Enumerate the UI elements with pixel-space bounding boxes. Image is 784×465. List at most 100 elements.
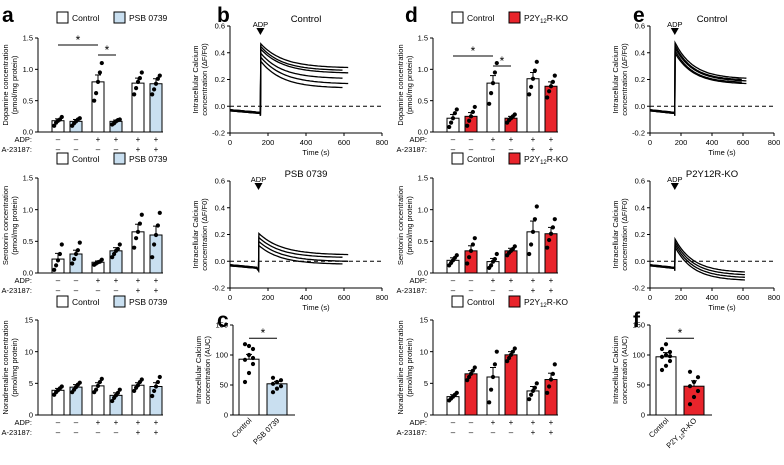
a-serotonin-bar [149,234,163,274]
d-top-legend-ko-sub: 12 [540,19,547,25]
d-noradrenaline-bar [486,376,500,416]
b-control-y-tick-label: 0.0 [215,102,225,111]
d-mid-legend-ko-prefix: P2Y [524,154,540,164]
b-control-x-tick-label: 600 [338,138,351,147]
d-dopamine-point [492,70,497,75]
d-top-legend-control: Control [467,13,495,23]
f-auc-category-label: P2Y12R-KO [664,416,700,452]
d-serotonin-point [467,255,472,260]
f-auc-point [687,402,693,407]
b-control-ylabel-line: Intracellular Calcium [191,46,200,114]
e-control-adp-arrow [670,28,679,35]
a-noradrenaline-a23187-sign: – [114,428,119,437]
b-psb-x-tick-label: 800 [376,293,389,302]
d-serotonin-point [547,237,552,243]
b-psb-y-tick-label: 0.4 [215,203,225,212]
a-noradrenaline-a23187-sign: – [96,428,101,437]
a-dopamine-adp-sign: – [74,135,79,144]
b-control-x-tick-label: 200 [262,138,275,147]
a-serotonin-point [137,221,142,226]
e-ko-y-tick-label: 0.4 [635,203,645,212]
a-dopamine-ylabel-line: Dopamine concentration [1,44,10,125]
c-auc-category-label: Control [230,416,254,440]
d-serotonin-point [489,263,494,268]
c-auc-point [246,370,252,376]
d-bot-legend-swatch-treated [508,295,521,308]
a-serotonin-point [55,258,61,263]
b-psb-trace [229,240,349,273]
a-dopamine-a23187-sign: – [56,145,61,154]
c-auc-ylabel-line: Intracellular Calcium [194,336,203,404]
b-control-xlabel: Time (s) [302,148,330,157]
a-dopamine-adp-sign: – [56,135,61,144]
a-dopamine-adp-label: ADP: [14,135,32,144]
e-ko-xlabel: Time (s) [708,303,736,312]
b-psb-adp-arrow [254,183,263,190]
d-dopamine-point [548,84,554,89]
d-noradrenaline-point [547,384,552,389]
a-serotonin-point [52,267,57,272]
a-bot-legend-swatch-treated [113,295,126,308]
a-dopamine-adp-sign: + [96,135,101,144]
d-noradrenaline-point [548,377,554,382]
d-dopamine-a23187-sign: – [509,145,514,154]
a-dopamine-point [52,123,57,128]
a-dopamine-point [92,98,97,103]
a-serotonin-point [152,242,157,247]
a-noradrenaline-point [139,377,144,382]
b-psb-adp-annotation: ADP [251,175,266,184]
a-dopamine-a23187-sign: – [96,145,101,154]
a-serotonin-adp-sign: + [136,276,141,285]
d-mid-legend-ko: P2Y12R-KO [524,154,568,166]
f-auc-category: P2Y12R-KO [664,416,700,452]
a-dopamine-point [157,73,162,78]
a-bot-legend-psb: PSB 0739 [129,297,168,307]
a-noradrenaline-point [155,379,160,385]
d-noradrenaline-point [494,349,499,354]
a-noradrenaline-y-tick-label: 15 [25,316,33,325]
b-control-trace [229,59,343,116]
b-psb-y-tick-label: 0.2 [215,230,225,239]
a-serotonin-point [132,245,137,250]
d-serotonin-adp-sign: + [491,276,496,285]
d-dopamine-a23187-label: A-23187: [397,145,427,154]
a-dopamine-point [134,86,139,91]
a-noradrenaline-y-tick-label: 10 [25,347,33,356]
c-auc-point [274,386,280,391]
d-dopamine-point [512,112,517,117]
a-noradrenaline-point [77,380,82,385]
a-dopamine-sig-star: * [105,43,110,57]
d-noradrenaline-point [490,374,496,380]
d-top-legend-ko-prefix: P2Y [524,13,540,23]
d-noradrenaline-ylabel-line: Noradrenaline concentration [396,320,405,414]
c-auc-y-tick-label: 150 [215,321,228,330]
d-dopamine-adp-sign: – [469,135,474,144]
a-serotonin-point [57,251,63,257]
a-dopamine-adp-sign: + [136,135,141,144]
d-dopamine-sig-star: * [500,54,505,68]
panel-letter-d: d [405,4,418,27]
d-noradrenaline-point [508,352,514,357]
a-noradrenaline-adp-sign: + [114,418,119,427]
a-serotonin-adp-sign: + [96,276,101,285]
b-psb-x-tick-label: 200 [262,293,275,302]
d-serotonin-point [494,251,499,257]
e-ko-y-tick-label: 0.0 [635,257,645,266]
d-serotonin-point [530,229,536,234]
d-serotonin-point [534,204,539,209]
e-ko-ylabel-line: Intracellular Calcium [611,201,620,269]
e-ko-y-tick-label: -0.2 [632,284,645,293]
a-top-legend-control: Control [72,13,100,23]
a-serotonin-point [115,246,120,252]
a-serotonin-point [77,240,82,245]
e-control-trace [649,42,742,116]
a-bot-legend-control: Control [72,297,100,307]
b-psb-ylabel-line: concentration (ΔF/F0) [200,198,209,271]
c-auc-point [242,379,248,385]
f-auc-y-tick-label: 0 [641,411,645,420]
a-dopamine-point [59,114,64,120]
a-noradrenaline-adp-sign: – [74,418,79,427]
a-noradrenaline-point [150,393,155,399]
a-dopamine-point [135,79,141,84]
a-dopamine-a23187-sign: + [154,145,159,154]
